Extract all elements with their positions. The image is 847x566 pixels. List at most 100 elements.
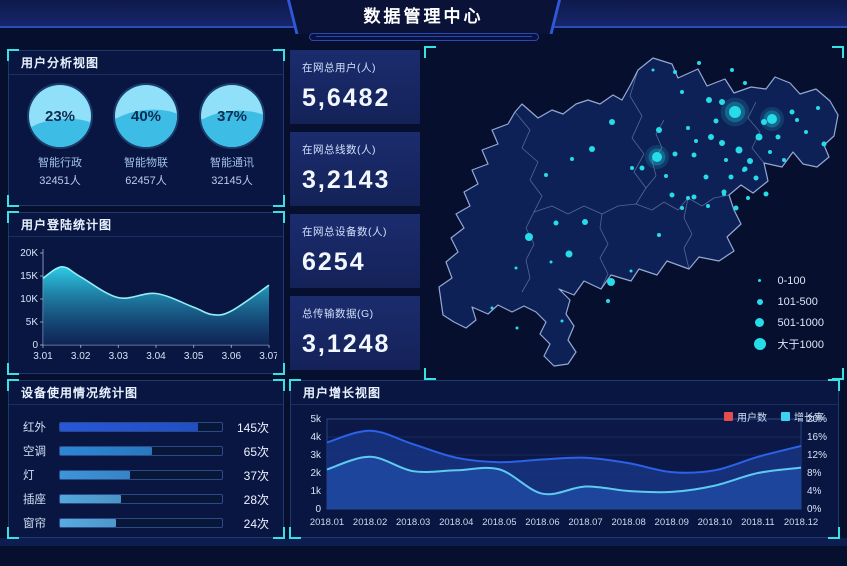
legend-dot-icon (756, 298, 763, 305)
svg-text:3.04: 3.04 (146, 351, 166, 362)
legend-label: 501-1000 (777, 316, 825, 329)
svg-text:8%: 8% (807, 468, 822, 479)
svg-text:3.03: 3.03 (109, 351, 129, 362)
svg-text:0%: 0% (807, 504, 822, 515)
legend-swatch-icon (724, 412, 733, 421)
gauge-count: 32451人 (39, 175, 81, 187)
svg-text:15K: 15K (20, 271, 38, 282)
corner-bracket-icon (7, 49, 19, 61)
title-underline-decoration (308, 33, 539, 41)
bar-fill (60, 495, 121, 503)
province-outline (438, 57, 839, 367)
panel-title: 设备使用情况统计图 (9, 381, 283, 405)
bar-row: 灯 37次 (23, 463, 269, 487)
svg-text:2018.10: 2018.10 (698, 517, 732, 528)
panel-device-usage: 设备使用情况统计图 红外 145次 空调 65次 灯 37次 插座 28次 窗帘… (7, 379, 285, 539)
liquid-gauges: 23% 智能行政 32451人 40% 智能物联 62457人 37% 智能通讯… (9, 75, 283, 188)
corner-bracket-icon (7, 363, 19, 375)
corner-bracket-icon (828, 527, 840, 539)
svg-text:2018.04: 2018.04 (439, 517, 473, 528)
gauge-percent: 40% (130, 107, 162, 125)
stat-label: 总传输数据(G) (302, 308, 374, 320)
legend-row: 大于1000 (752, 333, 825, 354)
corner-bracket-icon (424, 368, 436, 380)
svg-text:16%: 16% (807, 432, 827, 443)
corner-bracket-icon (828, 379, 840, 391)
map-legend: 0-100 101-500 501-1000 大于1000 (752, 270, 825, 354)
gauge-percent: 37% (216, 107, 248, 125)
corner-bracket-icon (273, 363, 285, 375)
legend-dot-icon (753, 337, 766, 350)
svg-text:20%: 20% (807, 414, 827, 425)
footer-strip (0, 538, 847, 546)
panel-user-analysis: 用户分析视图 23% 智能行政 32451人 40% 智能物联 62457人 3… (7, 49, 285, 207)
legend-dot-icon (758, 279, 761, 282)
legend-item-users[interactable]: 用户数 (724, 409, 767, 424)
bar-fill (60, 447, 153, 455)
liquid-gauge: 40% (115, 85, 177, 147)
bar-value: 65次 (243, 444, 269, 459)
bar-track (59, 494, 223, 504)
corner-bracket-icon (7, 211, 19, 223)
svg-text:2018.07: 2018.07 (568, 517, 602, 528)
gauge-liquid (29, 126, 91, 147)
legend-label: 101-500 (777, 295, 818, 308)
legend-item-growth-rate[interactable]: 增长率 (781, 409, 824, 424)
bar-label: 插座 (23, 494, 46, 506)
legend-label: 0-100 (777, 274, 806, 287)
bar-fill (60, 471, 130, 479)
province-map-svg (438, 57, 839, 367)
corner-bracket-icon (273, 211, 285, 223)
stat-value: 5,6482 (302, 84, 391, 112)
panel-title: 用户登陆统计图 (9, 213, 283, 237)
svg-text:3.06: 3.06 (222, 351, 242, 362)
svg-text:3.01: 3.01 (33, 351, 53, 362)
bar-label: 灯 (23, 470, 35, 482)
corner-bracket-icon (273, 527, 285, 539)
corner-bracket-icon (7, 379, 19, 391)
stat-label: 在网总设备数(人) (302, 226, 387, 238)
svg-text:0: 0 (315, 504, 321, 515)
growth-area-chart: 0 1k 2k 3k 4k 5k 0% 4% 8% 12% 16% 20% 2018.01 2018.02… (291, 405, 838, 566)
gauge-label: 智能物联 (124, 157, 168, 169)
bar-label: 窗帘 (23, 518, 46, 530)
bar-track (59, 518, 223, 528)
legend-label: 用户数 (737, 413, 767, 424)
svg-text:12%: 12% (807, 450, 827, 461)
page-title: 数据管理中心 (363, 7, 484, 26)
bar-track (59, 470, 223, 480)
corner-bracket-icon (7, 195, 19, 207)
bar-row: 红外 145次 (23, 415, 269, 439)
liquid-gauge: 23% (29, 85, 91, 147)
stat-value: 3,1248 (302, 330, 391, 358)
legend-dot-icon (755, 318, 764, 327)
legend-label: 增长率 (794, 413, 824, 424)
bar-row: 插座 28次 (23, 487, 269, 511)
bar-label: 空调 (23, 446, 46, 458)
gauge-item: 23% 智能行政 32451人 (20, 85, 100, 188)
gauge-item: 37% 智能通讯 32145人 (192, 85, 272, 188)
corner-bracket-icon (7, 527, 19, 539)
svg-text:2018.08: 2018.08 (611, 517, 645, 528)
growth-chart-legend: 用户数 增长率 (724, 409, 824, 424)
svg-text:2018.11: 2018.11 (741, 517, 775, 528)
gauge-liquid (201, 119, 263, 147)
svg-text:3k: 3k (310, 450, 322, 461)
bar-fill (60, 519, 117, 527)
corner-bracket-icon (273, 195, 285, 207)
gauge-count: 32145人 (211, 175, 253, 187)
stat-card-total-users: 在网总用户(人) 5,6482 (290, 50, 420, 124)
gauge-count: 62457人 (125, 175, 167, 187)
corner-bracket-icon (289, 527, 301, 539)
stat-card-total-devices: 在网总设备数(人) 6254 (290, 214, 420, 288)
bar-row: 空调 65次 (23, 439, 269, 463)
legend-row: 501-1000 (752, 312, 825, 333)
corner-bracket-icon (424, 46, 436, 58)
stat-label: 在网总用户(人) (302, 62, 376, 74)
gauge-percent: 23% (44, 107, 76, 125)
svg-text:0: 0 (32, 340, 38, 351)
svg-text:3.07: 3.07 (259, 351, 277, 362)
scatter-dots (490, 61, 827, 330)
panel-title: 用户分析视图 (9, 51, 283, 75)
header-title-plate: 数据管理中心 (286, 0, 561, 34)
